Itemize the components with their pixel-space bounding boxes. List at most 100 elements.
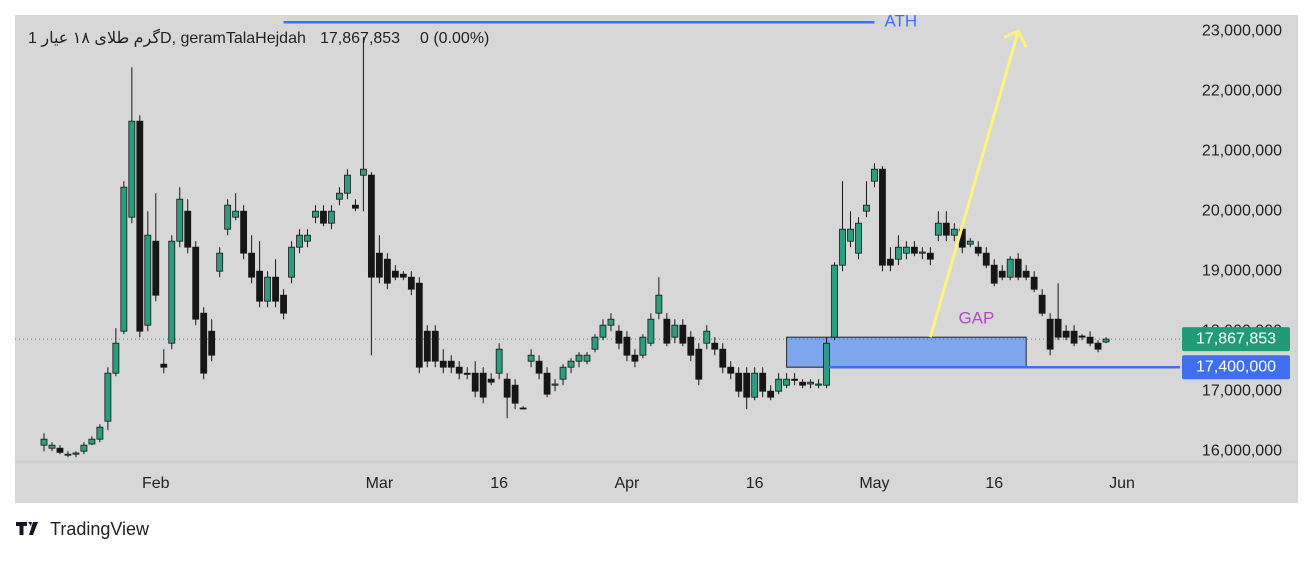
candle-body [367, 174, 375, 278]
candle-body [168, 240, 176, 344]
candle-body [192, 246, 200, 320]
candle-body [447, 360, 455, 368]
candle-body [312, 210, 319, 218]
candle-body [1062, 330, 1070, 338]
candle-body [407, 276, 415, 290]
candle-body [415, 282, 423, 368]
chart-title: گرم طلای ۱۸ عیار 1D, geramTalaHejdah [28, 28, 306, 47]
candle-body [519, 407, 527, 410]
candle-body [1046, 318, 1054, 350]
candle-body [176, 198, 184, 242]
price-tag-label: 17,400,000 [1196, 358, 1276, 375]
candle-body [615, 330, 623, 344]
candle-body [64, 453, 72, 456]
candle-body [990, 264, 998, 284]
candle-body [950, 228, 958, 236]
candle-body [879, 168, 886, 266]
candle-body [966, 240, 974, 245]
candle-body [679, 324, 687, 344]
candle-body [248, 252, 256, 278]
candle-body [623, 336, 631, 356]
candle-body [735, 372, 743, 392]
arrow-head [1003, 29, 1028, 48]
candle-body [583, 354, 591, 362]
candle-body [352, 204, 359, 209]
candle-body [711, 342, 719, 350]
candle-body [1022, 270, 1030, 278]
x-tick-label: 16 [746, 475, 764, 492]
candle-body [639, 336, 647, 356]
price-tag-label: 17,867,853 [1196, 330, 1276, 347]
candle-body [863, 204, 870, 212]
candle-body [974, 246, 982, 254]
candle-body [607, 318, 615, 326]
candle-body [80, 444, 88, 452]
candle-body [399, 273, 407, 278]
candle-body [918, 251, 926, 254]
candle-body [1030, 276, 1038, 290]
candle-body [647, 318, 655, 344]
gap-box [786, 336, 1027, 368]
candle-body [360, 168, 367, 176]
candle-body [982, 252, 990, 266]
candle-body [1094, 342, 1102, 350]
candle-body [128, 120, 136, 218]
candle-body [910, 246, 918, 254]
candle-body [487, 378, 495, 383]
candle-body [56, 447, 64, 453]
candle-body [543, 372, 551, 395]
y-tick-label: 19,000,000 [1202, 262, 1282, 279]
candle-body [48, 444, 56, 449]
legend-change: 0 (0.00%) [420, 30, 489, 47]
candle-body [208, 330, 216, 356]
candle-body [320, 210, 327, 224]
candle-body [463, 372, 471, 375]
candle-body [423, 330, 431, 362]
candle-body [839, 228, 846, 266]
candle-body [567, 360, 575, 368]
candle-body [631, 354, 639, 362]
candle-body [847, 228, 854, 242]
gap-label: GAP [958, 309, 994, 328]
candle-body [1038, 294, 1046, 314]
candle-body [216, 252, 224, 272]
x-tick-label: Feb [142, 475, 170, 492]
candle-body [1078, 335, 1086, 338]
candle-body [495, 348, 503, 374]
candle-body [807, 381, 814, 385]
candle-body [575, 354, 583, 362]
candle-body [551, 383, 559, 386]
candle-body [687, 336, 695, 356]
candle-body [280, 294, 287, 314]
candle-body [1070, 330, 1078, 344]
y-tick-label: 23,000,000 [1202, 22, 1282, 39]
candle-body [599, 324, 607, 338]
candle-body [695, 348, 703, 380]
candle-body [96, 426, 104, 440]
candle-body [120, 186, 128, 332]
candle-body [671, 324, 679, 338]
candle-body [224, 204, 232, 230]
candle-body [934, 222, 942, 236]
brand-logo [16, 522, 38, 535]
candle-body [40, 438, 48, 446]
y-tick-label: 16,000,000 [1202, 442, 1282, 459]
candle-body [831, 264, 838, 338]
candle-body [375, 252, 383, 278]
candle-body [336, 192, 343, 200]
candle-body [871, 168, 878, 182]
candle-body [1014, 258, 1022, 278]
candle-body [383, 258, 391, 284]
candle-body [479, 372, 487, 398]
candle-body [1086, 336, 1094, 344]
y-tick-label: 20,000,000 [1202, 202, 1282, 219]
candle-body [775, 378, 783, 392]
candle-body [1102, 338, 1110, 343]
candle-body [743, 372, 751, 398]
candle-body [823, 342, 830, 386]
price-tag [1182, 355, 1290, 380]
candle-body [232, 210, 240, 218]
candle-body [942, 222, 950, 236]
candle-body [344, 174, 351, 194]
x-tick-label: May [859, 475, 889, 492]
